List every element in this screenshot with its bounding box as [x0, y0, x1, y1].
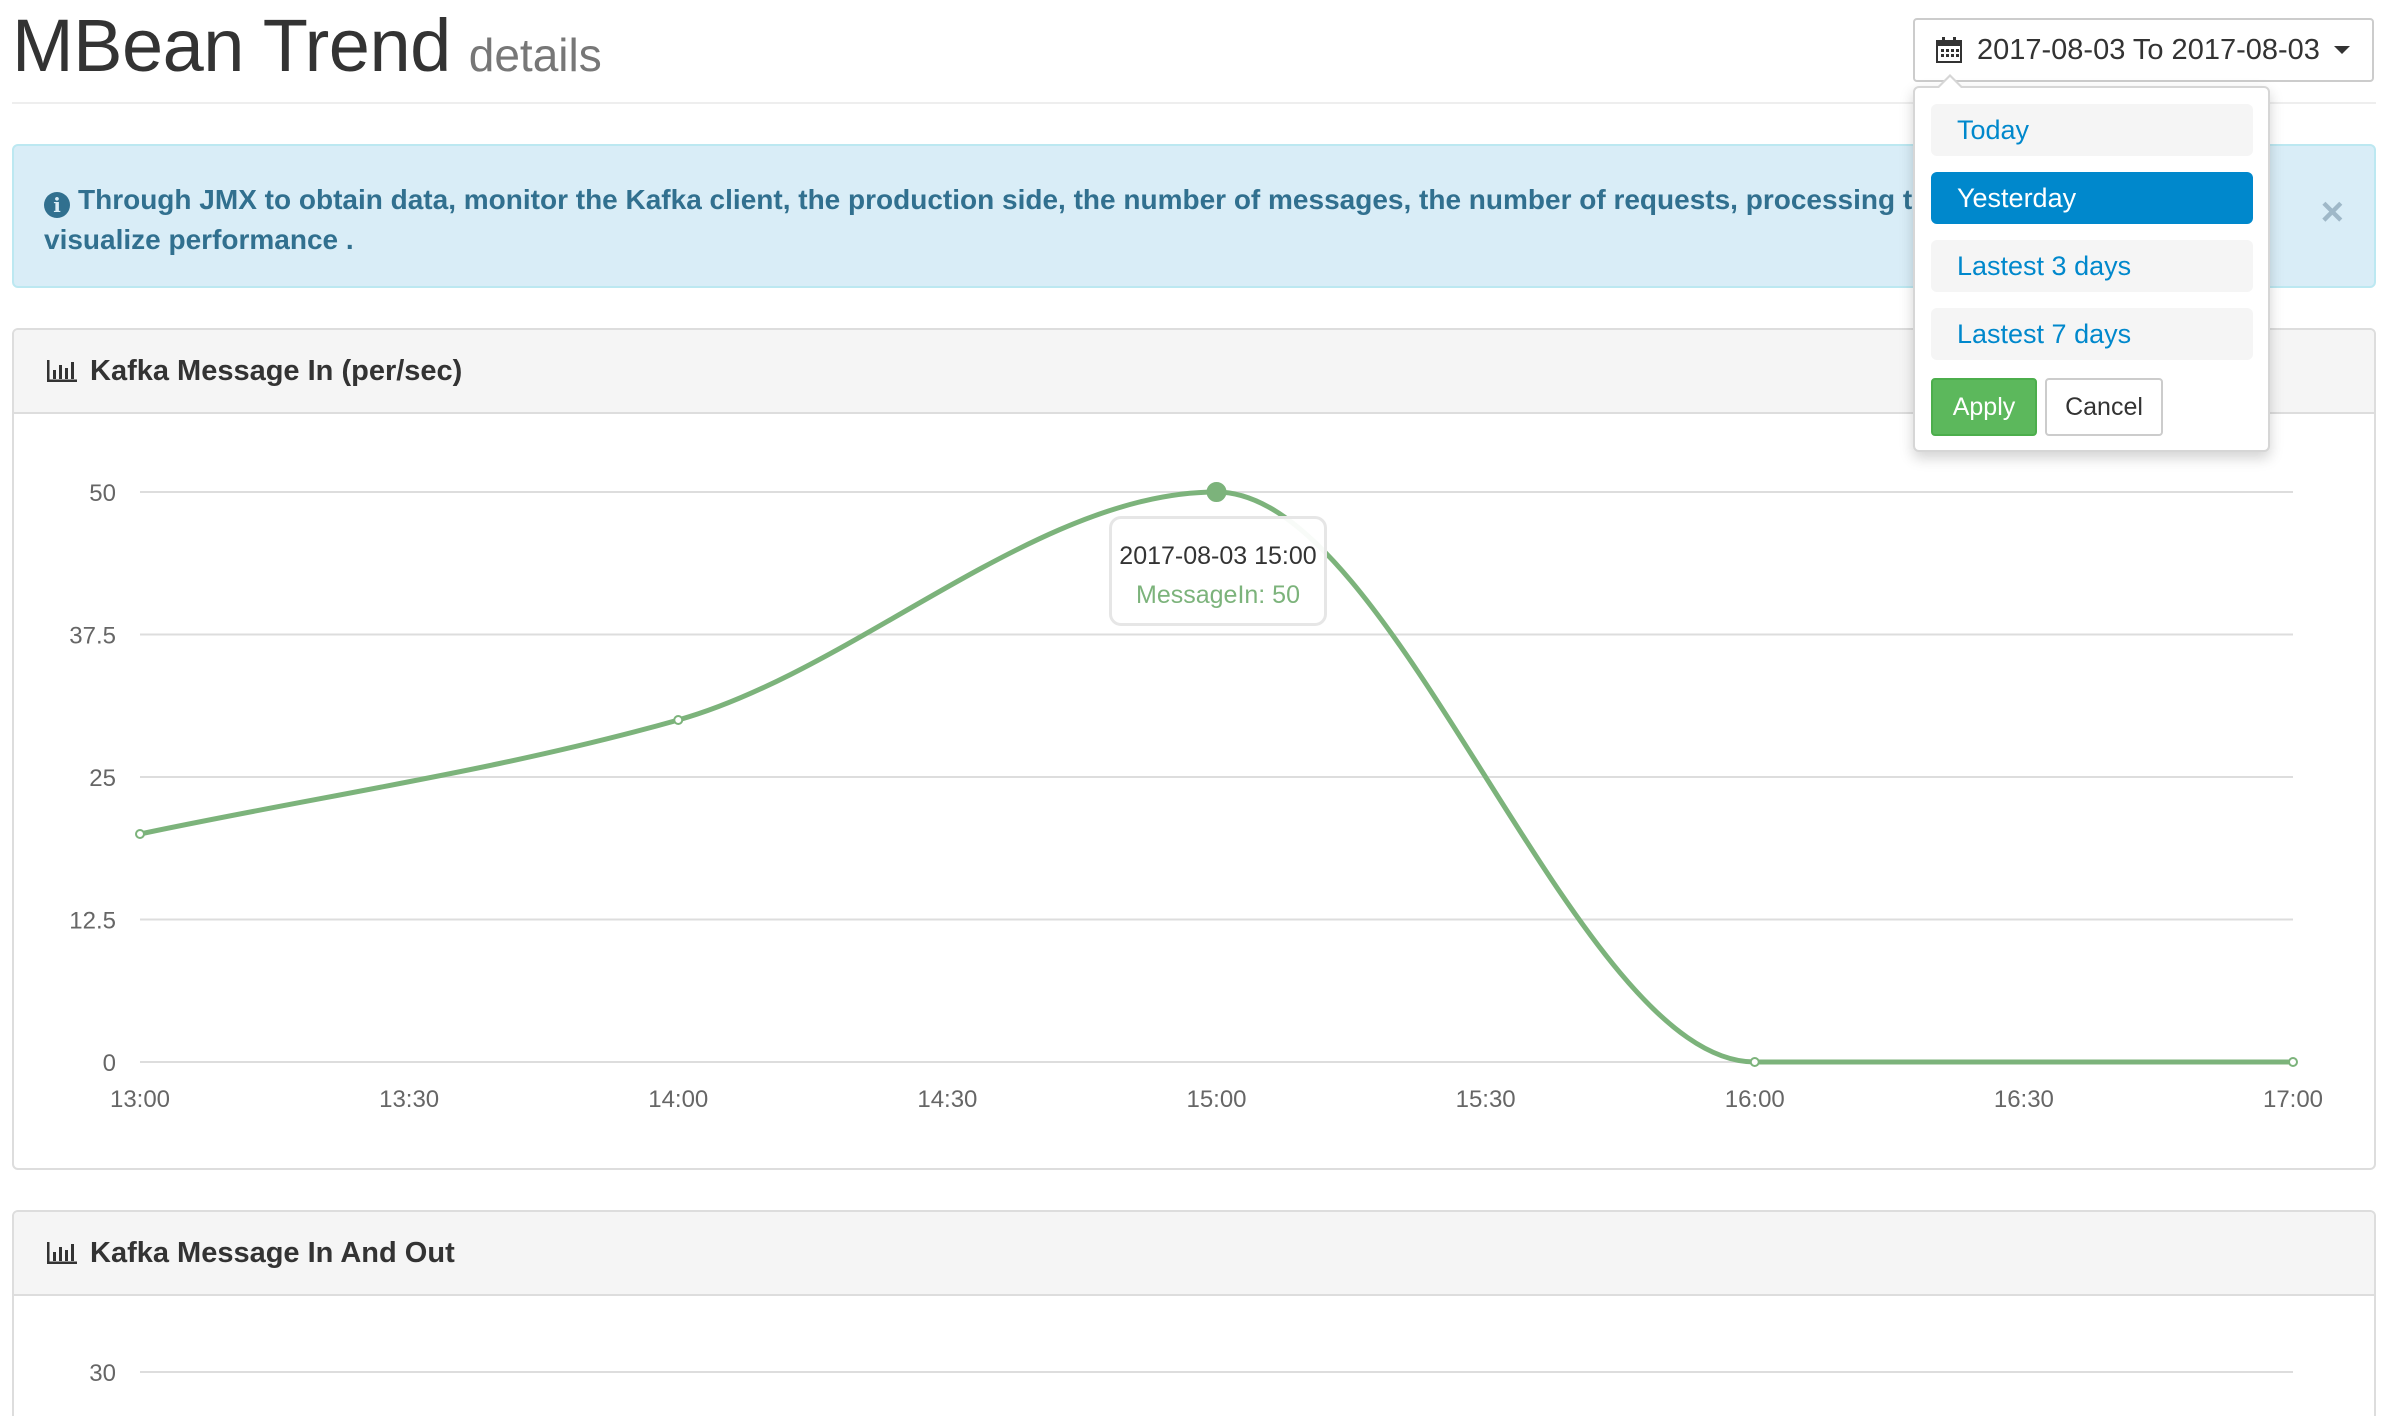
x-tick-label: 14:00 — [648, 1086, 708, 1113]
range-last-3-days[interactable]: Lastest 3 days — [1931, 240, 2253, 292]
apply-button[interactable]: Apply — [1931, 378, 2037, 436]
y-tick-label: 30 — [89, 1360, 116, 1387]
caret-down-icon — [2333, 46, 2350, 54]
range-today[interactable]: Today — [1931, 104, 2253, 156]
panel-title: Kafka Message In (per/sec) — [90, 354, 463, 387]
range-last-7-days[interactable]: Lastest 7 days — [1931, 308, 2253, 360]
data-point — [1206, 482, 1227, 502]
y-tick-label: 12.5 — [69, 908, 116, 935]
y-tick-label: 0 — [103, 1050, 116, 1077]
page-header: MBean Trend details — [12, 0, 2376, 104]
date-range-button[interactable]: 2017-08-03 To 2017-08-03 — [1913, 18, 2374, 82]
bar-chart-icon — [47, 360, 77, 382]
chart-tooltip: 2017-08-03 15:00 MessageIn: 50 — [1109, 516, 1327, 626]
alert-text-continued: visualize performance . — [44, 224, 354, 255]
y-tick-label: 25 — [89, 765, 116, 792]
bar-chart-icon — [47, 1242, 77, 1264]
data-point — [2288, 1057, 2298, 1067]
alert-text: Through JMX to obtain data, monitor the … — [78, 184, 1913, 215]
x-tick-label: 16:30 — [1994, 1086, 2054, 1113]
x-tick-label: 15:00 — [1186, 1086, 1246, 1113]
x-tick-label: 13:00 — [110, 1086, 170, 1113]
panel-title: Kafka Message In And Out — [90, 1236, 455, 1269]
page-title-text: MBean Trend — [12, 4, 451, 87]
calendar-icon — [1936, 37, 1962, 63]
page-subtitle: details — [468, 29, 602, 81]
page-title: MBean Trend details — [12, 4, 602, 97]
panel-heading: Kafka Message In And Out — [14, 1212, 2374, 1296]
series-line-messagein — [139, 489, 2293, 1065]
range-yesterday[interactable]: Yesterday — [1931, 172, 2253, 224]
x-tick-label: 14:30 — [917, 1086, 977, 1113]
data-point — [135, 829, 145, 839]
y-tick-label: 50 — [89, 480, 116, 507]
x-tick-label: 17:00 — [2263, 1086, 2323, 1113]
panel-message-in-out: Kafka Message In And Out — [12, 1210, 2376, 1416]
x-tick-label: 13:30 — [379, 1086, 439, 1113]
close-icon[interactable]: × — [2320, 190, 2344, 234]
data-point — [673, 715, 684, 725]
date-range-dropdown: Today Yesterday Lastest 3 days Lastest 7… — [1913, 74, 2270, 452]
x-tick-label: 16:00 — [1725, 1086, 1785, 1113]
x-tick-label: 15:30 — [1456, 1086, 1516, 1113]
cancel-button[interactable]: Cancel — [2045, 378, 2163, 436]
data-point — [1749, 1057, 1760, 1067]
tooltip-value: MessageIn: 50 — [1136, 581, 1300, 609]
tooltip-date: 2017-08-03 15:00 — [1119, 542, 1317, 570]
info-icon: i — [44, 192, 70, 218]
date-range-label: 2017-08-03 To 2017-08-03 — [1977, 33, 2320, 66]
y-tick-label: 37.5 — [69, 623, 116, 650]
